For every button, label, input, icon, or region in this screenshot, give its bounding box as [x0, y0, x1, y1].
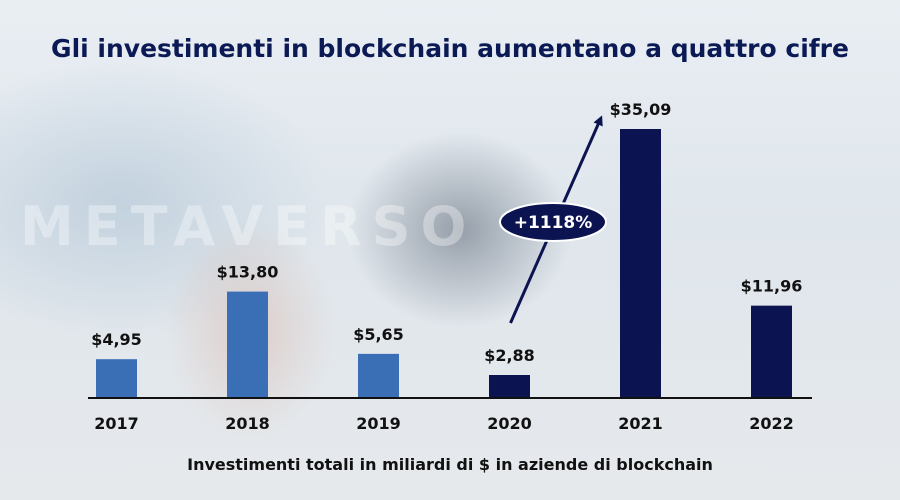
growth-annotation: +1118% [499, 115, 607, 324]
data-labels: $4,95 $13,80 $5,65 $2,88 $35,09 $11,96 [91, 100, 802, 365]
x-tick-label-2019: 2019 [356, 414, 401, 433]
growth-badge-text: +1118% [514, 213, 593, 233]
x-tick-label-2021: 2021 [618, 414, 663, 433]
bar-2017 [96, 359, 137, 397]
bar-2022 [751, 305, 792, 397]
bar-2018 [227, 291, 268, 397]
x-tick-label-2022: 2022 [749, 414, 794, 433]
growth-badge [499, 202, 607, 242]
data-label-2021: $35,09 [610, 100, 672, 119]
x-tick-label-2020: 2020 [487, 414, 532, 433]
chart-title: Gli investimenti in blockchain aumentano… [51, 34, 849, 63]
chart-subtitle: Investimenti totali in miliardi di $ in … [187, 455, 713, 474]
bar-2019 [358, 353, 399, 397]
data-label-2017: $4,95 [91, 330, 142, 349]
data-label-2018: $13,80 [217, 263, 279, 282]
x-tick-label-2017: 2017 [94, 414, 139, 433]
data-label-2022: $11,96 [741, 277, 803, 296]
data-label-2019: $5,65 [353, 325, 404, 344]
bar-2020 [489, 375, 530, 397]
bar-2021 [620, 129, 661, 397]
background-text: METAVERSO [20, 195, 477, 258]
bars-group [96, 129, 792, 397]
data-label-2020: $2,88 [484, 346, 535, 365]
x-tick-label-2018: 2018 [225, 414, 270, 433]
x-tick-labels: 2017 2018 2019 2020 2021 2022 [94, 414, 794, 433]
